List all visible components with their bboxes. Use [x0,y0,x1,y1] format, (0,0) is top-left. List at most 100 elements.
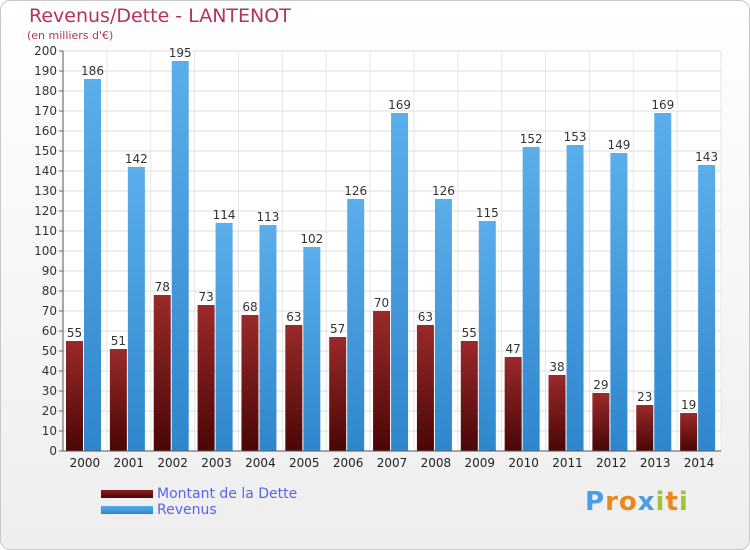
y-tick-label: 20 [42,404,57,418]
y-tick-label: 110 [34,224,57,238]
bar-dette [636,405,654,451]
data-label-dette: 55 [67,326,82,340]
bar-revenus [566,145,584,451]
y-tick-label: 80 [42,284,57,298]
y-tick-label: 130 [34,184,57,198]
data-label-revenus: 114 [213,208,236,222]
x-tick-label: 2002 [157,456,188,470]
logo-letter: i [678,487,689,517]
data-label-dette: 23 [637,390,652,404]
data-label-revenus: 126 [344,184,367,198]
x-tick-label: 2010 [508,456,539,470]
x-tick-label: 2012 [596,456,627,470]
x-tick-label: 2009 [464,456,495,470]
chart-subtitle: (en milliers d'€) [27,29,114,42]
y-tick-label: 170 [34,104,57,118]
bar-revenus [215,223,233,451]
data-label-dette: 38 [549,360,564,374]
legend-swatch-dette [101,490,153,498]
bar-dette [548,375,566,451]
bar-dette [592,393,610,451]
data-label-revenus: 169 [388,98,411,112]
bar-revenus [478,221,496,451]
bar-dette [504,357,522,451]
data-label-revenus: 195 [169,46,192,60]
bar-revenus [391,113,409,451]
y-tick-label: 190 [34,64,57,78]
bar-revenus [303,247,321,451]
x-tick-label: 2011 [552,456,583,470]
legend-label-revenus: Revenus [157,502,217,518]
bar-revenus [259,225,277,451]
y-tick-label: 30 [42,384,57,398]
bar-dette [241,315,259,451]
bar-dette [197,305,215,451]
bar-revenus [698,165,716,451]
x-tick-label: 2001 [114,456,145,470]
legend-label-dette: Montant de la Dette [157,486,298,502]
x-tick-label: 2013 [640,456,671,470]
x-tick-label: 2008 [421,456,452,470]
y-tick-label: 10 [42,424,57,438]
data-label-dette: 73 [198,290,213,304]
data-label-revenus: 113 [257,210,280,224]
data-label-dette: 63 [286,310,301,324]
y-tick-label: 140 [34,164,57,178]
data-label-revenus: 152 [520,132,543,146]
bar-dette [285,325,303,451]
x-tick-label: 2006 [333,456,364,470]
proxiti-logo: Proxiti [585,487,689,517]
bar-dette [66,341,83,451]
y-tick-label: 70 [42,304,57,318]
y-tick-label: 50 [42,344,57,358]
x-tick-label: 2003 [201,456,232,470]
bar-dette [109,349,127,451]
data-label-dette: 55 [462,326,477,340]
data-label-dette: 78 [155,280,170,294]
chart-title: Revenus/Dette - LANTENOT [29,5,291,27]
y-tick-label: 100 [34,244,57,258]
x-tick-label: 2005 [289,456,320,470]
data-label-revenus: 153 [564,130,587,144]
bar-revenus [654,113,672,451]
logo-letter: t [665,487,679,517]
y-tick-label: 150 [34,144,57,158]
data-label-dette: 47 [506,342,521,356]
bar-revenus [347,199,365,451]
x-tick-label: 2007 [377,456,408,470]
logo-letter: i [655,487,666,517]
logo-letter: x [637,487,656,517]
y-tick-label: 120 [34,204,57,218]
x-tick-label: 2004 [245,456,276,470]
y-tick-label: 40 [42,364,57,378]
data-label-dette: 68 [242,300,257,314]
data-label-revenus: 169 [651,98,674,112]
data-label-dette: 51 [111,334,126,348]
x-tick-label: 2014 [684,456,715,470]
bar-revenus [171,61,189,451]
data-label-revenus: 142 [125,152,148,166]
bar-revenus [434,199,452,451]
y-tick-label: 60 [42,324,57,338]
data-label-revenus: 149 [607,138,630,152]
y-tick-label: 180 [34,84,57,98]
y-tick-label: 160 [34,124,57,138]
data-label-dette: 19 [681,398,696,412]
data-label-revenus: 126 [432,184,455,198]
bar-revenus [522,147,540,451]
y-tick-label: 90 [42,264,57,278]
bar-revenus [84,79,101,451]
bar-dette [680,413,698,451]
bar-dette [460,341,478,451]
bar-dette [416,325,434,451]
data-label-dette: 57 [330,322,345,336]
bar-dette [329,337,347,451]
bar-dette [153,295,171,451]
data-label-revenus: 115 [476,206,499,220]
logo-letter: r [605,487,619,517]
data-label-dette: 29 [593,378,608,392]
y-tick-label: 200 [34,44,57,58]
bar-revenus [127,167,145,451]
